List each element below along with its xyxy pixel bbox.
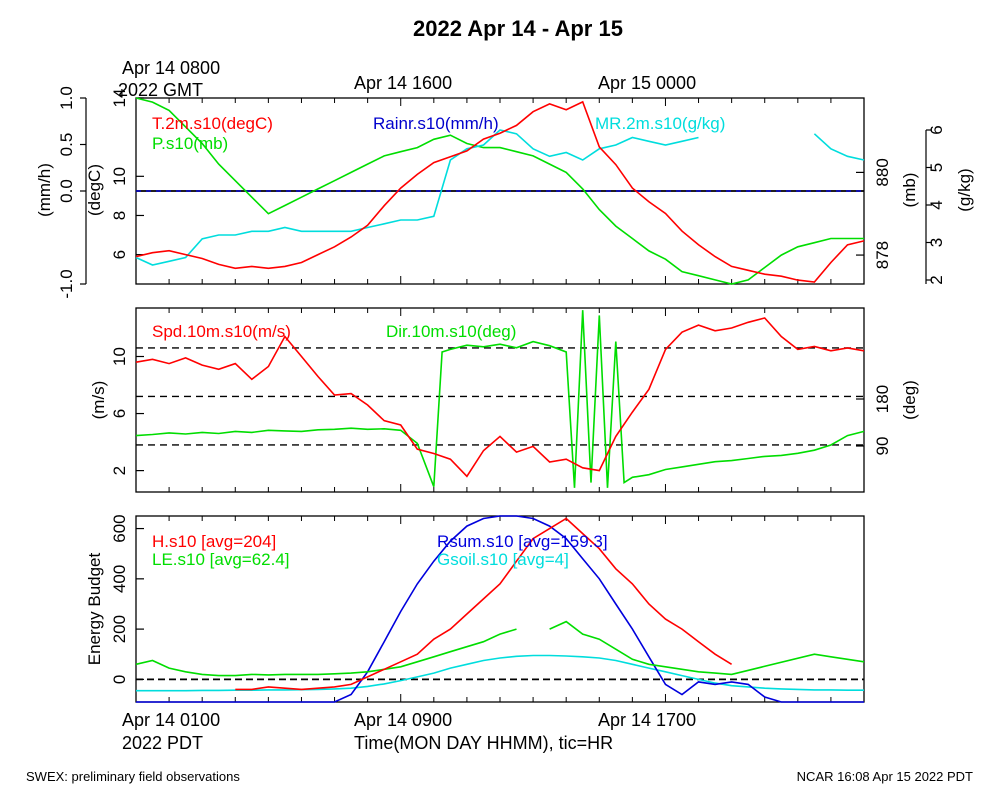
energy-panel: 600 400 200 0 — [110, 514, 865, 703]
energy-tick-label: 0 — [110, 675, 129, 684]
top-time-label-0-line2: 2022 GMT — [118, 80, 203, 100]
mixing-ratio-line-0 — [135, 129, 699, 266]
temp-tick-label: 6 — [110, 250, 129, 259]
axis-title-pressure: (mb) — [900, 173, 919, 208]
footer-right: NCAR 16:08 Apr 15 2022 PDT — [797, 769, 973, 784]
latent-heat-line-0 — [135, 628, 517, 677]
bottom-time-label-1: Apr 14 0900 — [354, 710, 452, 730]
temp-tick-label: 10 — [110, 167, 129, 186]
net-radiation-line — [136, 515, 864, 703]
legend-net-radiation: Rsum.s10 [avg=159.3] — [437, 532, 608, 551]
axis-title-mixing-ratio: (g/kg) — [955, 168, 974, 211]
legend-latent-heat: LE.s10 [avg=62.4] — [152, 550, 290, 569]
mr-tick-label: 6 — [927, 125, 946, 134]
bottom-time-label-0-line2: 2022 PDT — [122, 733, 203, 753]
rain-tick-label: 0.0 — [57, 179, 76, 203]
footer-left: SWEX: preliminary field observations — [26, 769, 240, 784]
legend-wind-speed: Spd.10m.s10(m/s) — [152, 322, 291, 341]
wind-direction-line — [135, 310, 865, 488]
axis-title-speed: (m/s) — [89, 381, 108, 420]
legend-soil-heat: Gsoil.s10 [avg=4] — [437, 550, 569, 569]
x-axis-label: Time(MON DAY HHMM), tic=HR — [354, 733, 613, 753]
axis-title-energy: Energy Budget — [85, 552, 104, 665]
speed-tick-label: 2 — [110, 466, 129, 475]
mr-tick-label: 4 — [927, 200, 946, 209]
energy-tick-label: 600 — [110, 514, 129, 542]
chart-title: 2022 Apr 14 - Apr 15 — [413, 16, 623, 41]
wind-panel: 10 6 2 180 90 — [110, 308, 892, 492]
rain-tick-label: -1.0 — [57, 269, 76, 298]
axis-title-direction: (deg) — [900, 380, 919, 420]
axis-title-rain: (mm/h) — [35, 163, 54, 217]
top-time-label-0-line1: Apr 14 0800 — [122, 58, 220, 78]
energy-tick-label: 400 — [110, 565, 129, 593]
pressure-tick-label: 880 — [873, 158, 892, 186]
legend-temperature: T.2m.s10(degC) — [152, 114, 273, 133]
latent-heat-line-1 — [549, 620, 865, 676]
top-time-label-2: Apr 15 0000 — [598, 73, 696, 93]
pressure-line — [135, 97, 864, 285]
speed-tick-label: 6 — [110, 409, 129, 418]
wind-speed-line — [135, 317, 865, 478]
top-time-label-1: Apr 14 1600 — [354, 73, 452, 93]
temp-tick-label: 8 — [110, 211, 129, 220]
meteorology-panel: 1.0 0.5 0.0 -1.0 14 10 8 6 880 878 6 5 4 3 2 — [57, 86, 946, 298]
mr-tick-label: 2 — [927, 275, 946, 284]
bottom-time-label-0-line1: Apr 14 0100 — [122, 710, 220, 730]
legend-mixing-ratio: MR.2m.s10(g/kg) — [595, 114, 725, 133]
legend-sensible-heat: H.s10 [avg=204] — [152, 532, 276, 551]
mixing-ratio-line-1 — [813, 133, 865, 161]
rain-tick-label: 0.5 — [57, 133, 76, 157]
rain-tick-label: 1.0 — [57, 86, 76, 110]
temperature-line — [135, 100, 865, 283]
mr-tick-label: 3 — [927, 238, 946, 247]
legend-rainrate: Rainr.s10(mm/h) — [373, 114, 499, 133]
direction-tick-label: 90 — [873, 437, 892, 456]
sensible-heat-line — [235, 517, 733, 691]
soil-heat-line — [136, 654, 864, 692]
energy-tick-label: 200 — [110, 615, 129, 643]
speed-tick-label: 10 — [110, 347, 129, 366]
mr-tick-label: 5 — [927, 163, 946, 172]
pressure-tick-label: 878 — [873, 241, 892, 269]
legend-wind-direction: Dir.10m.s10(deg) — [386, 322, 516, 341]
axis-title-temp: (degC) — [85, 164, 104, 216]
direction-tick-label: 180 — [873, 385, 892, 413]
legend-pressure: P.s10(mb) — [152, 134, 228, 153]
bottom-time-label-2: Apr 14 1700 — [598, 710, 696, 730]
temp-tick-label: 14 — [110, 89, 129, 108]
